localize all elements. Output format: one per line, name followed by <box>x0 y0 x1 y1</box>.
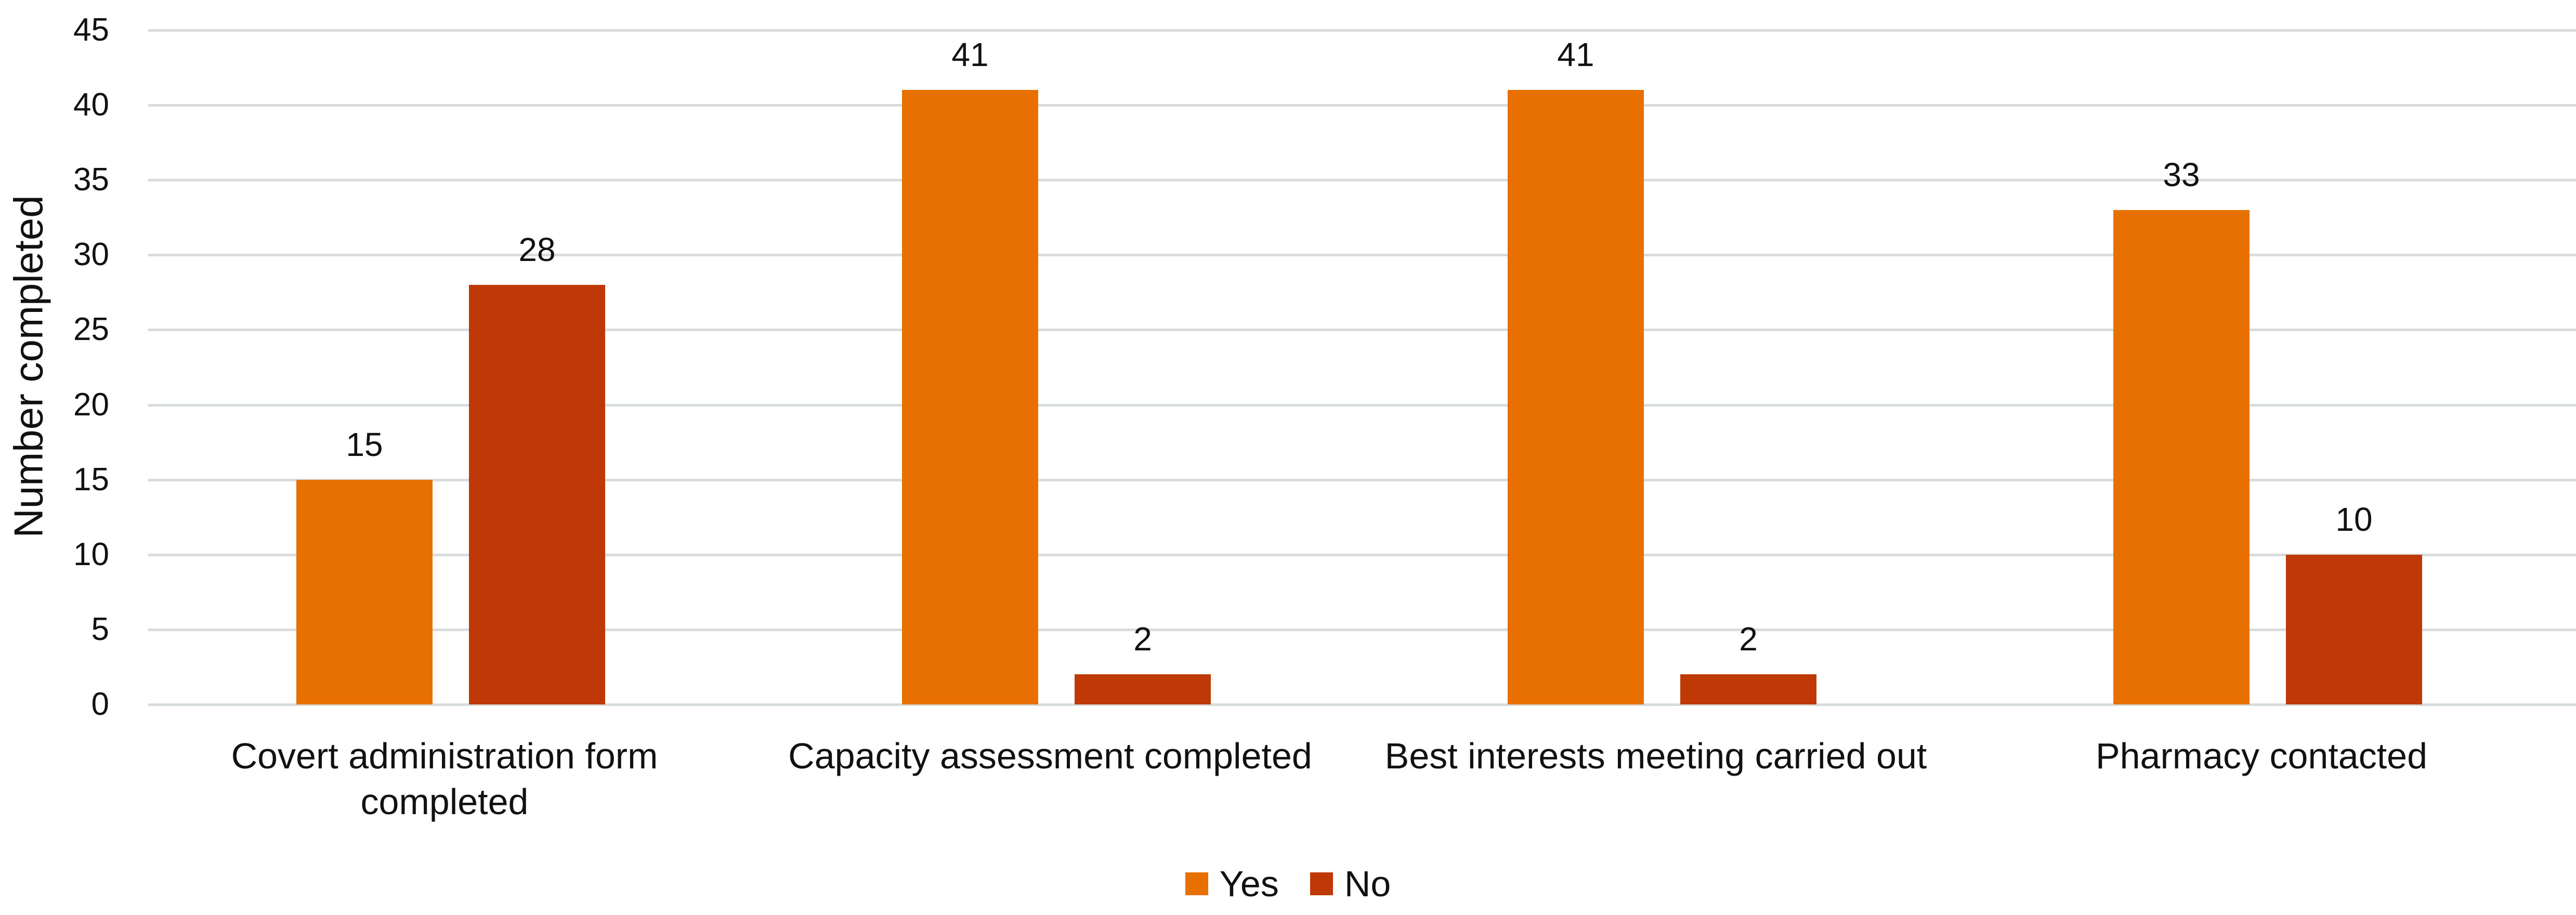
data-label: 15 <box>346 425 383 463</box>
data-label: 28 <box>518 230 556 268</box>
legend-label: Yes <box>1219 864 1279 904</box>
legend-item-no: No <box>1310 863 1391 905</box>
bar-no <box>469 284 605 704</box>
y-tick-label: 45 <box>73 12 109 48</box>
category-label: Capacity assessment completed <box>764 733 1336 779</box>
legend-swatch-no <box>1310 872 1333 895</box>
gridline <box>148 478 2576 481</box>
data-label: 33 <box>2163 155 2200 193</box>
y-tick-label: 20 <box>73 386 109 423</box>
bar-yes <box>902 90 1038 704</box>
category-label: Pharmacy contacted <box>1976 733 2547 779</box>
gridline <box>148 329 2576 332</box>
bar-yes <box>2113 210 2250 704</box>
legend-swatch-yes <box>1185 872 1208 895</box>
bar-no <box>1075 674 1211 704</box>
data-label: 2 <box>1739 620 1758 658</box>
y-tick-label: 5 <box>91 611 109 647</box>
category-label-line: Best interests meeting carried out <box>1384 736 1927 776</box>
bar-no <box>1680 674 1816 704</box>
y-tick-label: 40 <box>73 87 109 123</box>
data-label: 41 <box>951 36 989 74</box>
category-label-line: completed <box>360 781 529 822</box>
legend: Yes No <box>0 863 2576 905</box>
gridline <box>148 104 2576 107</box>
bar-yes <box>296 479 433 704</box>
y-tick-label: 35 <box>73 162 109 198</box>
gridline <box>148 703 2576 706</box>
gridline <box>148 403 2576 407</box>
category-label-line: Capacity assessment completed <box>788 736 1312 776</box>
data-label: 2 <box>1133 620 1152 658</box>
legend-item-yes: Yes <box>1185 863 1279 905</box>
category-label-line: Covert administration form <box>231 736 658 776</box>
gridline <box>148 29 2576 32</box>
y-tick-label: 15 <box>73 461 109 498</box>
data-label: 10 <box>2335 500 2373 538</box>
data-label: 41 <box>1557 36 1594 74</box>
y-tick-label: 25 <box>73 311 109 348</box>
category-label: Covert administration form completed <box>159 733 730 825</box>
gridline <box>148 628 2576 631</box>
bar-yes <box>1508 90 1644 704</box>
y-tick-label: 0 <box>91 686 109 722</box>
category-label-line: Pharmacy contacted <box>2095 736 2428 776</box>
gridline <box>148 254 2576 257</box>
y-tick-label: 10 <box>73 536 109 572</box>
gridline <box>148 179 2576 182</box>
category-label: Best interests meeting carried out <box>1370 733 1942 779</box>
gridline <box>148 553 2576 556</box>
y-tick-label: 30 <box>73 237 109 273</box>
legend-label: No <box>1344 864 1391 904</box>
bar-no <box>2286 554 2422 704</box>
